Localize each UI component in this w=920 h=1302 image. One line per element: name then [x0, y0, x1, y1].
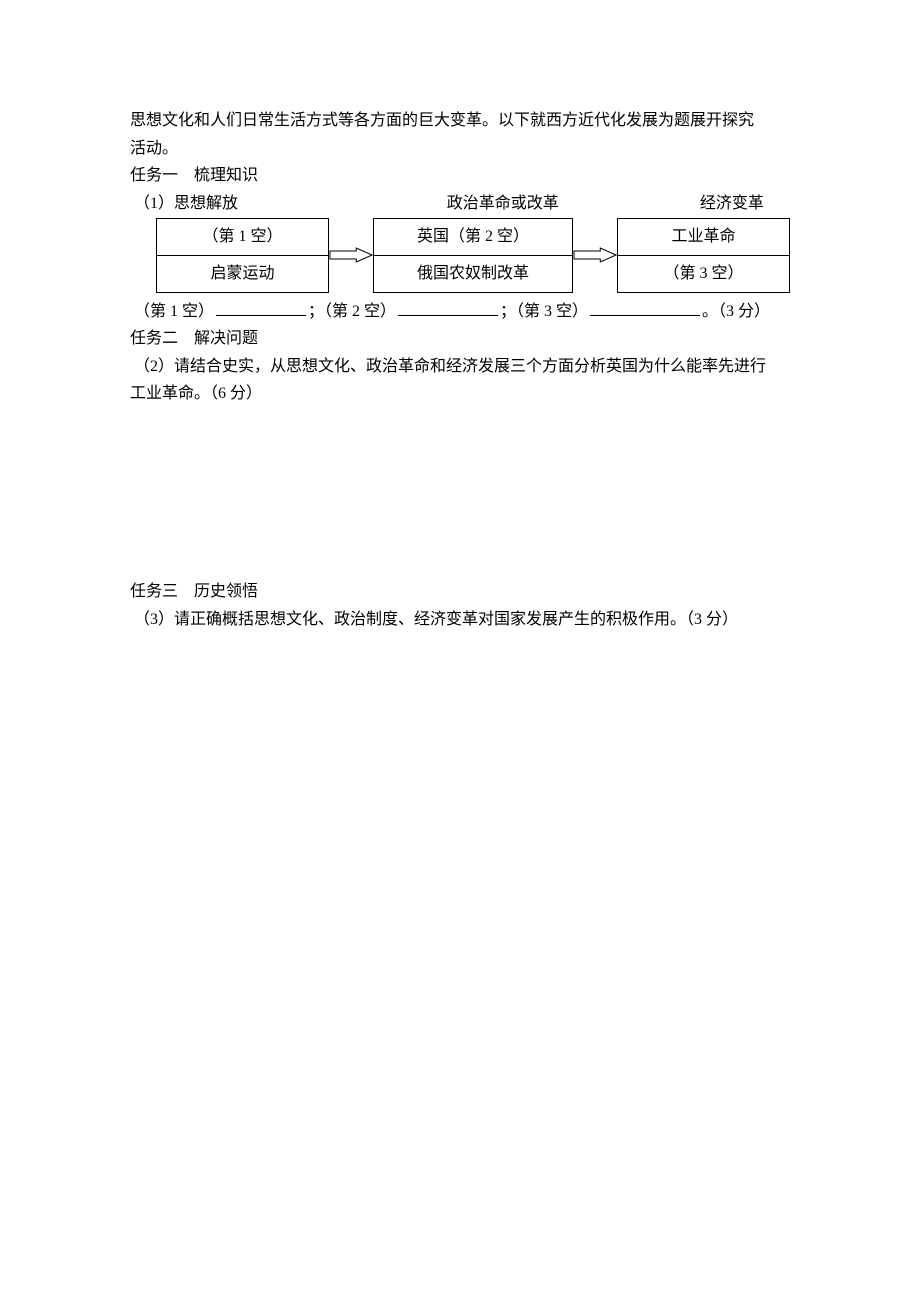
- answer-space-1: [130, 409, 790, 579]
- flow-header-1: （1）思想解放: [134, 191, 328, 217]
- task3-title: 任务三 历史领悟: [130, 579, 790, 605]
- intro-para-line2: 活动。: [130, 136, 790, 162]
- flow-header-row: （1）思想解放 政治革命或改革 经济变革: [130, 191, 790, 217]
- flow-col-3: 工业革命 （第 3 空）: [617, 218, 790, 292]
- blank-3[interactable]: [590, 299, 700, 316]
- flow-cell-1-top: （第 1 空）: [157, 219, 328, 255]
- fill-sep-2: ；（第 3 空）: [500, 303, 588, 320]
- flow-cell-2-top: 英国（第 2 空）: [374, 219, 572, 255]
- task3-question-line1: （3）请正确概括思想文化、政治制度、经济变革对国家发展产生的积极作用。（3 分）: [130, 607, 790, 633]
- fill-sep-1: ；（第 2 空）: [308, 303, 396, 320]
- flow-arrow-2: [573, 218, 617, 292]
- task2-question-line1: （2）请结合史实，从思想文化、政治革命和经济发展三个方面分析英国为什么能率先进行: [130, 354, 790, 380]
- flow-col-2: 英国（第 2 空） 俄国农奴制改革: [373, 218, 573, 292]
- flow-col-1: （第 1 空） 启蒙运动: [156, 218, 329, 292]
- intro-para-line1: 思想文化和人们日常生活方式等各方面的巨大变革。以下就西方近代化发展为题展开探究: [130, 108, 790, 134]
- task2-title: 任务二 解决问题: [130, 326, 790, 352]
- arrow-right-icon: [329, 247, 373, 263]
- flow-arrow-1: [329, 218, 373, 292]
- flow-cell-3-top: 工业革命: [618, 219, 789, 255]
- fill-prefix-1: （第 1 空）: [134, 303, 214, 320]
- flow-header-3: 经济变革: [674, 191, 790, 217]
- flow-header-2: 政治革命或改革: [406, 191, 600, 217]
- blank-1[interactable]: [216, 299, 306, 316]
- flow-cell-2-bottom: 俄国农奴制改革: [374, 255, 572, 292]
- fill-suffix: 。（3 分）: [702, 303, 770, 320]
- page-content: 思想文化和人们日常生活方式等各方面的巨大变革。以下就西方近代化发展为题展开探究 …: [0, 0, 920, 632]
- fill-in-blanks-line: （第 1 空） ；（第 2 空） ；（第 3 空） 。（3 分）: [130, 299, 790, 325]
- task1-title: 任务一 梳理知识: [130, 163, 790, 189]
- flow-cell-1-bottom: 启蒙运动: [157, 255, 328, 292]
- task2-question-line2: 工业革命。（6 分）: [130, 381, 790, 407]
- blank-2[interactable]: [398, 299, 498, 316]
- arrow-right-icon: [573, 247, 617, 263]
- flow-diagram: （第 1 空） 启蒙运动 英国（第 2 空） 俄国农奴制改革 工业革命 （第 3…: [156, 218, 790, 292]
- flow-cell-3-bottom: （第 3 空）: [618, 255, 789, 292]
